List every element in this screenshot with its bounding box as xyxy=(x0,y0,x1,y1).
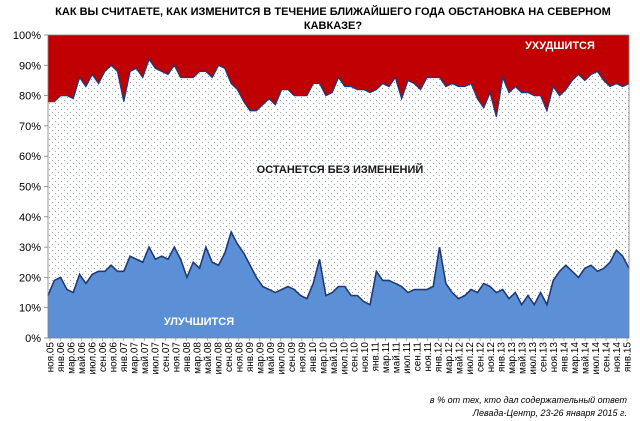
x-tick-label: сен.06 xyxy=(98,342,109,372)
x-tick-label: янв.13 xyxy=(497,342,508,373)
y-tick-label: 20% xyxy=(19,272,41,284)
x-tick-label: ноя.07 xyxy=(171,342,182,373)
x-tick-label: июл.13 xyxy=(528,342,539,375)
x-tick-label: сен.09 xyxy=(287,342,298,372)
x-tick-label: июл.08 xyxy=(213,342,224,375)
x-tick-label: янв.15 xyxy=(623,342,634,373)
x-tick-label: ноя.06 xyxy=(108,342,119,373)
x-tick-label: май.06 xyxy=(77,342,88,374)
x-tick-label: май.11 xyxy=(392,342,403,374)
x-tick-label: мар.07 xyxy=(129,342,140,374)
x-tick-label: сен.07 xyxy=(161,342,172,372)
x-tick-label: май.14 xyxy=(581,342,592,374)
x-tick-label: янв.07 xyxy=(119,342,130,373)
x-tick-label: мар.10 xyxy=(318,342,329,374)
x-tick-label: май.09 xyxy=(266,342,277,374)
x-tick-label: янв.10 xyxy=(308,342,319,373)
y-tick-label: 50% xyxy=(19,182,41,194)
chart-title-line1: КАК ВЫ СЧИТАЕТЕ, КАК ИЗМЕНИТСЯ В ТЕЧЕНИЕ… xyxy=(55,5,611,18)
x-tick-label: июл.06 xyxy=(87,342,98,375)
x-tick-label: сен.13 xyxy=(539,342,550,372)
x-tick-label: июл.11 xyxy=(402,342,413,374)
x-tick-label: мар.11 xyxy=(381,342,392,374)
x-tick-label: сен.14 xyxy=(602,342,613,372)
x-tick-label: ноя.09 xyxy=(297,342,308,373)
y-tick-label: 70% xyxy=(19,121,41,133)
x-tick-label: мар.08 xyxy=(192,342,203,374)
x-tick-label: ноя.12 xyxy=(486,342,497,373)
x-tick-label: янв.09 xyxy=(245,342,256,373)
x-tick-label: сен.12 xyxy=(476,342,487,372)
x-tick-label: янв.12 xyxy=(434,342,445,373)
x-tick-label: янв.11 xyxy=(371,342,382,372)
x-tick-label: ноя.11 xyxy=(423,342,434,372)
x-tick-label: мар.14 xyxy=(570,342,581,374)
x-tick-label: мар.09 xyxy=(255,342,266,374)
y-tick-label: 0% xyxy=(25,333,41,345)
y-tick-label: 40% xyxy=(19,212,41,224)
x-tick-label: ноя.13 xyxy=(549,342,560,373)
x-tick-label: май.12 xyxy=(455,342,466,374)
source-note-line2: Левада-Центр, 23-26 января 2015 г. xyxy=(472,408,627,418)
series-label-better: УЛУЧШИТСЯ xyxy=(164,316,234,328)
x-tick-label: ноя.08 xyxy=(234,342,245,373)
x-tick-label: ноя.05 xyxy=(46,342,57,373)
x-tick-label: июл.12 xyxy=(465,342,476,375)
x-tick-label: сен.08 xyxy=(224,342,235,372)
y-axis: 0% 10% 20% 30% 40% 50% 60% 70% 80% 90% 100% xyxy=(13,30,48,345)
x-tick-label: май.07 xyxy=(140,342,151,374)
x-tick-label: мар.13 xyxy=(507,342,518,374)
series-line-better xyxy=(47,229,630,307)
x-tick-label: сен.11 xyxy=(413,342,424,372)
x-tick-label: янв.14 xyxy=(560,342,571,373)
y-tick-label: 60% xyxy=(19,151,41,163)
y-tick-label: 80% xyxy=(19,91,41,103)
series-line-same-top xyxy=(48,57,630,117)
x-tick-label: янв.06 xyxy=(56,342,67,373)
y-tick-label: 90% xyxy=(19,60,41,72)
x-tick-label: мар.06 xyxy=(66,342,77,374)
source-note-line1: в % от тех, кто дал содержательный ответ xyxy=(430,395,628,405)
y-tick-label: 30% xyxy=(19,242,41,254)
x-tick-label: июл.07 xyxy=(150,342,161,375)
x-tick-label: июл.10 xyxy=(339,342,350,375)
x-axis: ноя.05 янв.06 мар.06 май.06 июл.06 сен.06 ноя.… xyxy=(46,338,634,375)
y-tick-label: 10% xyxy=(19,303,41,315)
plot-area xyxy=(47,34,630,339)
x-tick-label: май.10 xyxy=(329,342,340,374)
chart-title-line2: КАВКАЗЕ? xyxy=(304,20,362,32)
x-tick-label: ноя.14 xyxy=(612,342,623,373)
x-tick-label: июл.09 xyxy=(276,342,287,375)
series-label-worse: УХУДШИТСЯ xyxy=(525,40,595,52)
x-tick-label: ноя.10 xyxy=(360,342,371,373)
x-tick-label: май.08 xyxy=(203,342,214,374)
x-tick-label: янв.08 xyxy=(182,342,193,373)
x-tick-label: мар.12 xyxy=(444,342,455,374)
y-tick-label: 100% xyxy=(13,30,41,42)
series-area-better xyxy=(48,231,629,338)
x-tick-label: июл.14 xyxy=(591,342,602,375)
series-label-same: ОСТАНЕТСЯ БЕЗ ИЗМЕНЕНИЙ xyxy=(257,163,424,176)
x-tick-label: сен.10 xyxy=(350,342,361,372)
x-tick-label: май.13 xyxy=(518,342,529,374)
